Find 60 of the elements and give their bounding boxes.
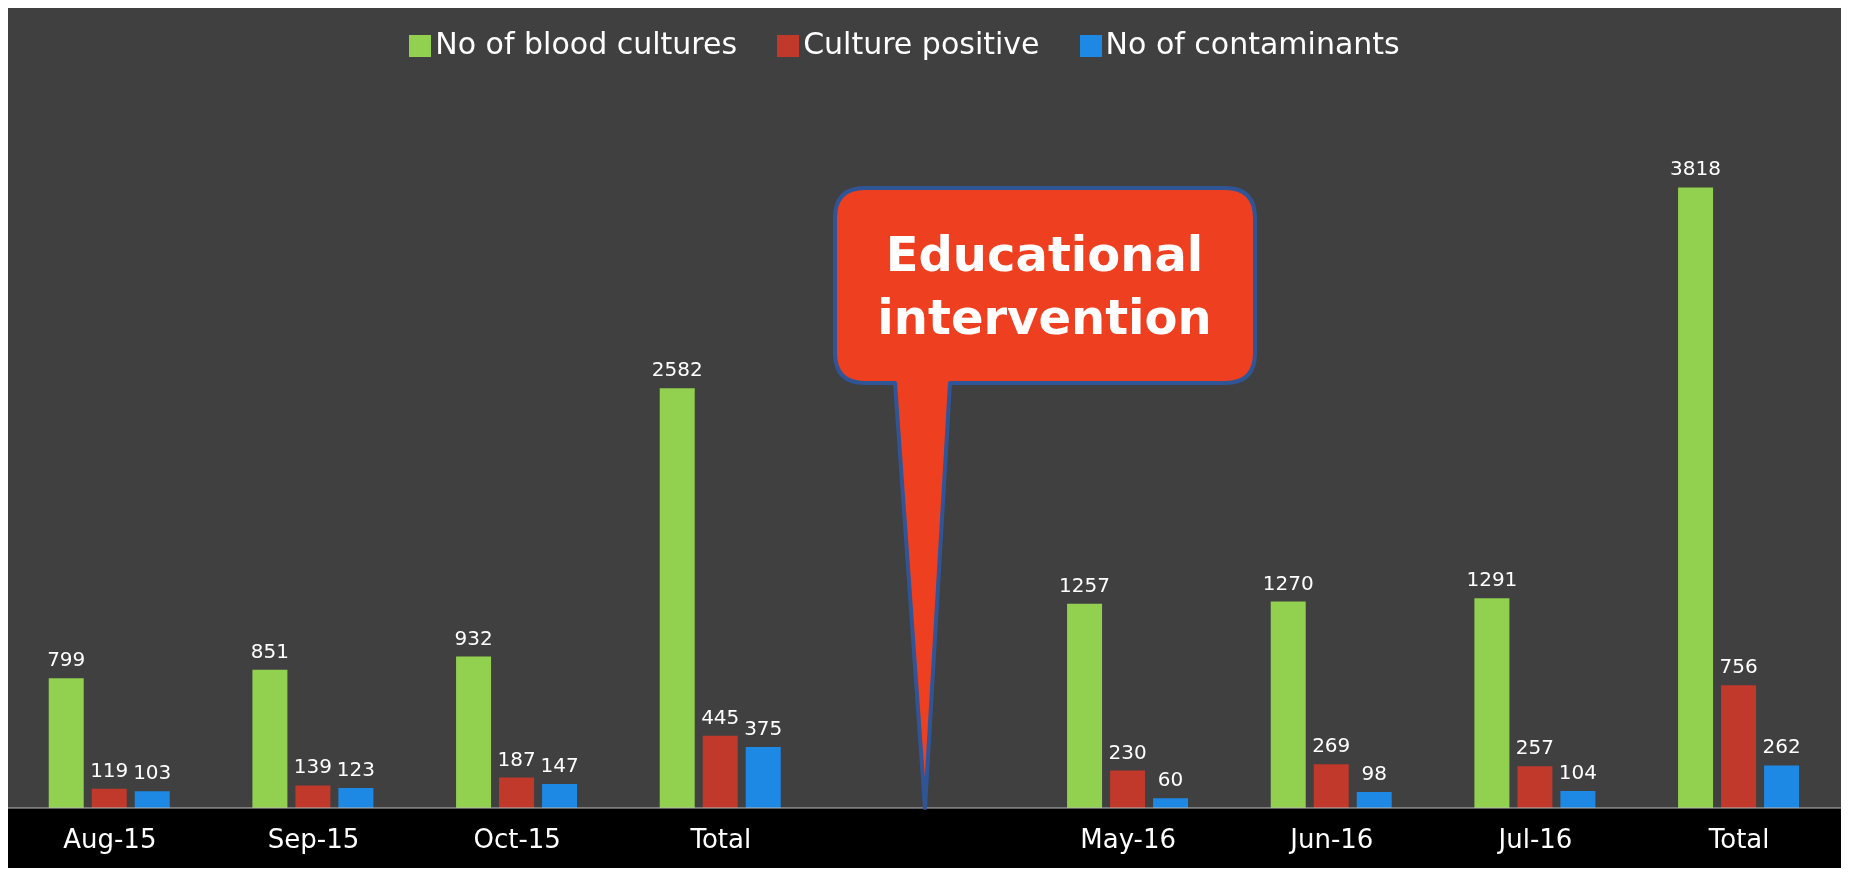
- bar: [1153, 798, 1189, 808]
- bar: [295, 785, 331, 808]
- x-tick-label: Total: [1707, 824, 1770, 855]
- bar: [1764, 765, 1800, 808]
- data-label: 2582: [651, 357, 703, 382]
- data-label: 104: [1558, 760, 1597, 785]
- x-tick-label: Aug-15: [63, 824, 157, 855]
- x-tick-label: May-16: [1080, 824, 1177, 855]
- bar: [1517, 766, 1553, 808]
- x-tick-label: Jun-16: [1288, 824, 1374, 855]
- data-label: 187: [497, 746, 536, 771]
- bar: [542, 784, 578, 808]
- data-label: 119: [90, 757, 129, 782]
- bar: [1356, 792, 1392, 808]
- data-label: 147: [540, 753, 579, 778]
- x-tick-label: Total: [689, 824, 752, 855]
- legend-label: Culture positive: [803, 26, 1040, 61]
- bar: [1270, 601, 1306, 808]
- data-label: 98: [1361, 761, 1387, 786]
- bar: [659, 388, 695, 808]
- data-label: 262: [1762, 734, 1801, 759]
- bar: [745, 747, 781, 808]
- data-label: 1257: [1059, 572, 1111, 597]
- annotation: Educational intervention: [876, 225, 1213, 347]
- data-label: 1270: [1262, 570, 1314, 595]
- bar: [1067, 603, 1103, 808]
- bar: [702, 735, 738, 808]
- data-label: 445: [701, 704, 740, 729]
- data-label: 123: [336, 757, 375, 782]
- bar: [1678, 187, 1714, 808]
- bar: [499, 777, 535, 808]
- data-label: 756: [1719, 654, 1758, 679]
- bar: [1560, 791, 1596, 808]
- x-tick-label: Sep-15: [267, 824, 360, 855]
- bar: [1313, 764, 1349, 808]
- data-label: 799: [47, 647, 86, 672]
- x-tick-label: Oct-15: [473, 824, 561, 855]
- bar: [1721, 685, 1757, 808]
- bar: [1110, 770, 1146, 808]
- data-label: 60: [1157, 767, 1184, 792]
- data-label: 230: [1108, 739, 1147, 764]
- data-label: 257: [1515, 735, 1554, 760]
- data-label: 3818: [1670, 156, 1722, 181]
- bar: [134, 791, 170, 808]
- data-label: 851: [250, 638, 289, 663]
- bar: [48, 678, 84, 808]
- bar: [456, 656, 492, 808]
- legend-label: No of blood cultures: [435, 26, 738, 61]
- bar: [91, 788, 127, 808]
- data-label: 269: [1312, 733, 1351, 758]
- data-label: 103: [133, 760, 172, 785]
- data-label: 1291: [1466, 567, 1518, 592]
- bar: [252, 669, 288, 808]
- legend-label: No of contaminants: [1105, 26, 1400, 61]
- bar: [1474, 598, 1510, 808]
- bar: [338, 788, 374, 808]
- x-tick-label: Jul-16: [1496, 824, 1573, 855]
- data-label: 375: [744, 716, 783, 741]
- data-label: 932: [454, 625, 493, 650]
- data-label: 139: [293, 754, 332, 779]
